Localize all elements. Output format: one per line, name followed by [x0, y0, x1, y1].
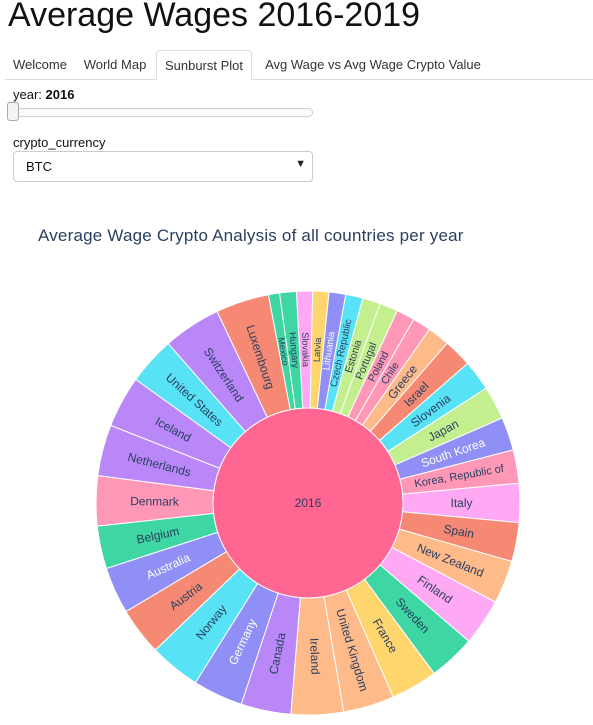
sunburst-segment-label: Spain — [442, 522, 475, 541]
chart-title: Average Wage Crypto Analysis of all coun… — [38, 226, 464, 245]
sunburst-segment-label: Italy — [450, 496, 472, 510]
crypto-currency-dropdown[interactable]: BTC ▼ — [13, 151, 313, 182]
tab-avg-wage-vs-crypto[interactable]: Avg Wage vs Avg Wage Crypto Value — [265, 57, 481, 72]
chevron-down-icon[interactable]: ▼ — [295, 158, 306, 170]
year-slider-handle[interactable] — [7, 102, 19, 121]
sunburst-segment-label: Hungary — [286, 332, 300, 369]
year-label-text: year: — [13, 87, 42, 102]
page-title: Average Wages 2016-2019 — [8, 0, 421, 34]
sunburst-segment-label: Slovakia — [300, 332, 311, 368]
year-value: 2016 — [45, 87, 75, 102]
sunburst-segment[interactable] — [105, 531, 228, 613]
sunburst-segment-label: Denmark — [130, 494, 180, 509]
tab-sunburst-plot[interactable]: Sunburst Plot — [156, 50, 252, 80]
sunburst-segment-label: Ireland — [307, 638, 323, 675]
tab-bar: Welcome World Map Sunburst Plot Avg Wage… — [5, 50, 593, 80]
crypto-currency-label: crypto_currency — [13, 135, 106, 150]
sunburst-segment-label: Latvia — [312, 336, 324, 362]
crypto-currency-value: BTC — [26, 159, 52, 174]
year-slider-label: year: 2016 — [13, 87, 74, 102]
tab-world-map[interactable]: World Map — [83, 57, 147, 72]
tab-welcome[interactable]: Welcome — [13, 57, 67, 72]
sunburst-center-label: 2016 — [295, 496, 322, 510]
